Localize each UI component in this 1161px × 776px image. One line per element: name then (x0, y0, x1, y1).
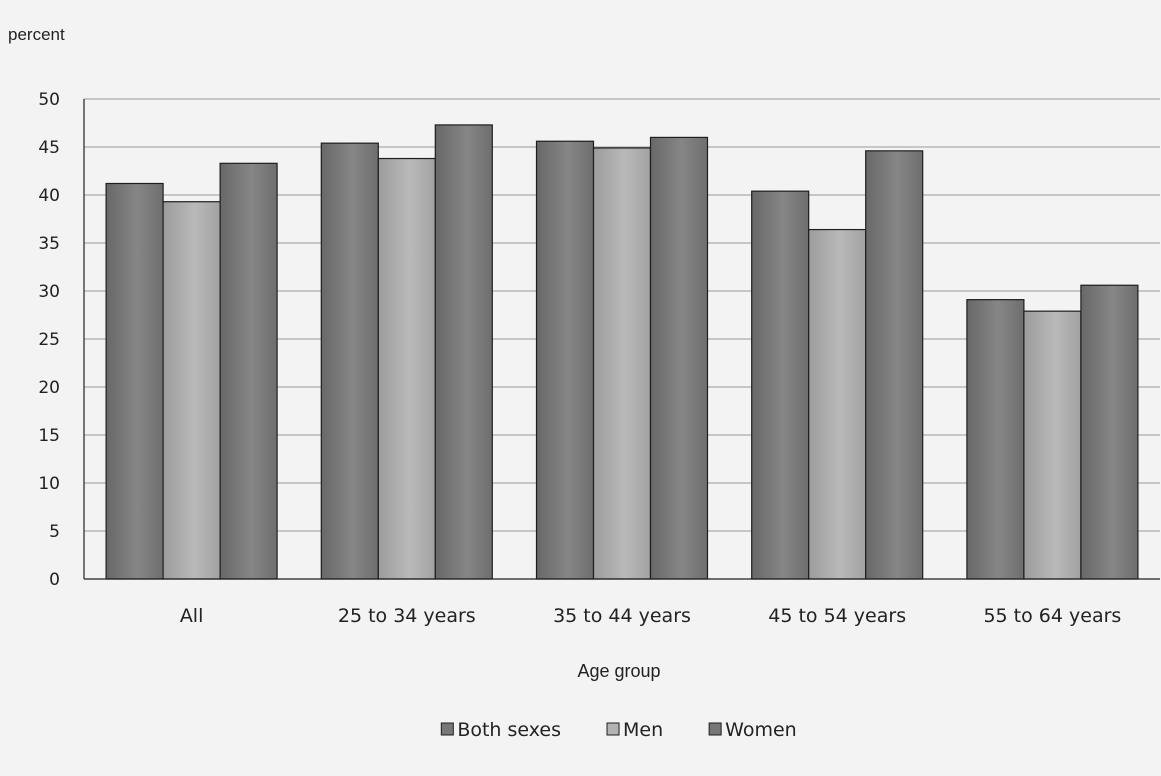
bar-men-3 (808, 228, 867, 580)
legend-label-men: Men (623, 719, 663, 741)
y-tick-label-35: 35 (38, 234, 60, 254)
bar-women-3 (865, 150, 924, 580)
y-unit-label: percent (8, 25, 65, 44)
bar-men-2 (592, 147, 652, 580)
x-axis-title: Age group (577, 661, 660, 681)
bar-women-4 (1080, 284, 1139, 580)
legend-label-both-sexes: Both sexes (457, 719, 561, 741)
y-tick-label-25: 25 (38, 330, 60, 350)
y-tick-label-10: 10 (38, 474, 60, 494)
bar-both-sexes-3 (751, 190, 810, 580)
x-tick-label-4: 55 to 64 years (983, 605, 1121, 627)
y-tick-label-40: 40 (38, 186, 60, 206)
y-tick-label-5: 5 (49, 522, 60, 542)
bar-both-sexes-0 (105, 182, 164, 580)
axes: 0 5 10 15 20 25 30 35 40 45 50 All 25 to 34 years 35 … (38, 90, 1160, 627)
x-tick-label-0: All (180, 605, 204, 627)
legend: Both sexes Men Women (440, 719, 797, 741)
bar-both-sexes-2 (535, 140, 595, 580)
bars (105, 124, 1139, 580)
bar-women-1 (434, 124, 493, 580)
legend-swatch-both-sexes (440, 722, 454, 736)
y-tick-label-50: 50 (38, 90, 60, 110)
x-tick-label-1: 25 to 34 years (338, 605, 476, 627)
y-tick-label-0: 0 (49, 570, 60, 590)
bar-women-2 (649, 136, 709, 580)
legend-swatch-men (606, 722, 620, 736)
legend-label-women: Women (725, 719, 797, 741)
bar-both-sexes-1 (320, 142, 379, 580)
x-tick-label-2: 35 to 44 years (553, 605, 691, 627)
legend-swatch-women (708, 722, 722, 736)
bar-men-0 (162, 201, 221, 580)
bar-women-0 (219, 162, 278, 580)
bar-men-4 (1023, 310, 1082, 580)
y-tick-label-45: 45 (38, 138, 60, 158)
bar-men-1 (377, 157, 436, 580)
x-tick-label-3: 45 to 54 years (768, 605, 906, 627)
bar-both-sexes-4 (966, 299, 1025, 580)
y-tick-label-30: 30 (38, 282, 60, 302)
y-tick-label-20: 20 (38, 378, 60, 398)
y-tick-label-15: 15 (38, 426, 60, 446)
